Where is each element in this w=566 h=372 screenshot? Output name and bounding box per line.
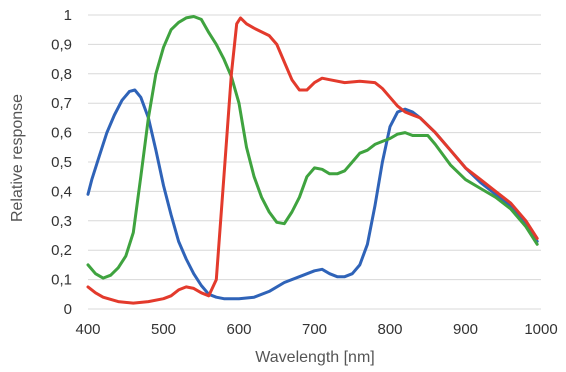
y-tick-label: 0,3: [51, 213, 72, 230]
x-tick-label: 600: [226, 321, 251, 338]
x-axis-title: Wavelength [nm]: [255, 349, 374, 366]
y-tick-label: 0,8: [51, 66, 72, 83]
y-tick-label: 0,2: [51, 242, 72, 259]
y-tick-label: 1: [64, 7, 72, 24]
y-tick-label: 0,6: [51, 125, 72, 142]
series-line-1: [86, 88, 539, 301]
y-tick-label: 0: [64, 301, 72, 318]
y-tick-label: 0,4: [51, 183, 72, 200]
series-line-2: [86, 15, 539, 280]
y-tick-label: 0,5: [51, 154, 72, 171]
y-tick-label: 0,7: [51, 95, 72, 112]
series-lines: [86, 15, 539, 305]
series-line-3: [86, 16, 539, 305]
y-axis-title: Relative response: [9, 94, 26, 222]
grid-lines: [88, 14, 541, 310]
x-tick-label: 900: [453, 321, 478, 338]
y-tick-label: 0,9: [51, 36, 72, 53]
y-tick-label: 0,1: [51, 272, 72, 289]
x-tick-label: 500: [151, 321, 176, 338]
x-axis-ticks: 400 500 600 700 800 900 1000: [75, 321, 557, 338]
x-tick-label: 400: [75, 321, 100, 338]
x-tick-label: 800: [377, 321, 402, 338]
x-tick-label: 700: [302, 321, 327, 338]
y-axis-ticks: 0 0,1 0,2 0,3 0,4 0,5 0,6 0,7 0,8 0,9 1: [51, 7, 72, 318]
x-tick-label: 1000: [524, 321, 557, 338]
